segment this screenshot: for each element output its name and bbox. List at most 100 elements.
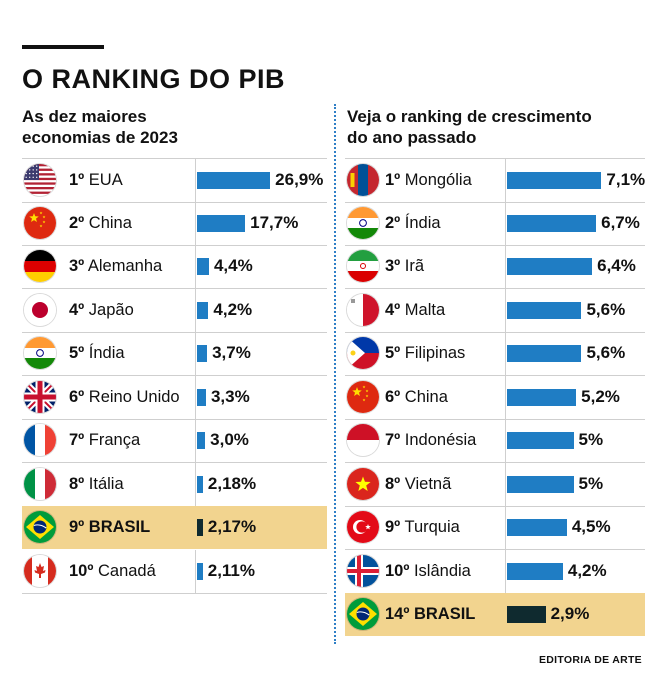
rank-label: 5º [69,344,85,362]
column-separator [505,462,506,506]
left-subtitle-line1: As dez maiores [22,107,147,126]
country-label: 3º Irã [385,257,424,276]
table-row: 1º EUA 26,9% [22,158,327,203]
rank-label: 10º [385,561,410,580]
table-row: 3º Alemanha 4,4% [22,245,327,289]
rank-label: 10º [69,561,94,580]
germany-flag-icon [24,250,56,282]
vietnam-flag-icon [347,467,379,500]
top-rule [22,45,104,49]
column-separator [505,549,506,593]
column-separator [505,201,506,245]
table-row: 5º Filipinas 5,6% [345,332,645,376]
mongolia-flag-icon [347,164,379,196]
table-row: 7º Indonésia 5% [345,419,645,463]
bar-canadá [197,562,203,580]
column-separator [195,375,196,419]
bar-índia [197,345,208,362]
table-row: 4º Malta 5,6% [345,288,645,333]
brazil-flag-icon [347,598,379,630]
column-separator [505,245,506,288]
table-row: 2º Índia 6,7% [345,201,645,246]
column-separator [505,375,506,419]
page-title: O RANKING DO PIB [22,64,286,94]
country-name: Reino Unido [84,387,180,406]
right-subtitle-line2: do ano passado [347,128,477,147]
table-row: 9º Turquia 4,5% [345,506,645,550]
country-label: 4º Malta [385,301,445,320]
country-name: Malta [400,300,446,319]
country-name: França [84,431,141,449]
column-separator [505,419,506,462]
country-name: Indonésia [400,431,477,449]
bar-malta [507,301,582,319]
column-separator [195,201,196,245]
rank-label: 9º [69,518,85,536]
value-label: 5,6% [586,343,626,362]
country-name: Filipinas [400,344,466,362]
rank-label: 3º [69,257,85,275]
table-row: 3º Irã 6,4% [345,245,645,289]
value-label: 4,2% [213,299,253,319]
indonesia-flag-icon [347,424,379,456]
bar-indonésia [507,432,574,449]
column-separator [195,288,196,332]
value-label: 4,5% [571,517,611,536]
bar-vietnã [507,475,574,493]
gdp-ranking-chart: 1º EUA 26,9% 2º China 17,7% 3º Alemanha 4,4% 4… [22,158,327,598]
country-name: China [400,387,448,406]
table-row: 14º BRASIL 2,9% [345,593,645,636]
rank-label: 3º [385,257,401,275]
column-separator [195,462,196,506]
country-name: China [84,213,132,232]
rank-label: 1º [69,171,85,189]
column-separator [195,159,196,202]
country-label: 14º BRASIL [385,605,475,624]
japan-flag-icon [24,293,56,326]
bar-brasil [507,606,546,623]
value-label: 2,17% [207,517,257,536]
table-row: 10º Islândia 4,2% [345,549,645,594]
country-label: 7º França [69,431,140,450]
table-row: 1º Mongólia 7,1% [345,158,645,203]
bar-eua [197,172,271,189]
rank-label: 6º [385,387,401,406]
bar-irã [507,258,593,275]
column-separator [195,549,196,593]
iran-flag-icon [347,250,379,282]
country-label: 2º Índia [385,214,441,233]
bar-filipinas [507,345,582,362]
value-label: 4,2% [567,560,607,580]
country-name: Itália [84,474,124,493]
bar-reino unido [197,388,206,406]
column-separator [195,419,196,462]
country-name: Índia [84,344,125,362]
table-row: 5º Índia 3,7% [22,332,327,376]
country-label: 9º BRASIL [69,518,150,537]
bar-brasil [197,519,203,536]
country-name: BRASIL [409,605,476,623]
rank-label: 2º [385,213,401,232]
country-name: Índia [400,213,441,232]
rank-label: 4º [69,300,85,319]
value-label: 3,7% [212,343,251,362]
country-name: Irã [400,257,425,275]
rank-label: 7º [385,431,401,449]
value-label: 4,4% [213,256,253,275]
bar-china [197,214,246,232]
column-separator [505,332,506,375]
value-label: 2,11% [207,560,255,580]
table-row: 4º Japão 4,2% [22,288,327,333]
column-separator [195,245,196,288]
value-label: 7,1% [606,170,646,189]
country-name: Mongólia [400,171,472,189]
rank-label: 2º [69,213,85,232]
credit-text: EDITORIA DE ARTE [538,654,642,666]
table-row: 8º Itália 2,18% [22,462,327,507]
country-label: 4º Japão [69,301,134,320]
canada-flag-icon [24,554,56,587]
philippines-flag-icon [347,337,379,369]
left-subtitle: As dez maiores economias de 2023 [22,106,322,148]
country-label: 8º Vietnã [385,475,451,494]
bar-frança [197,432,206,449]
